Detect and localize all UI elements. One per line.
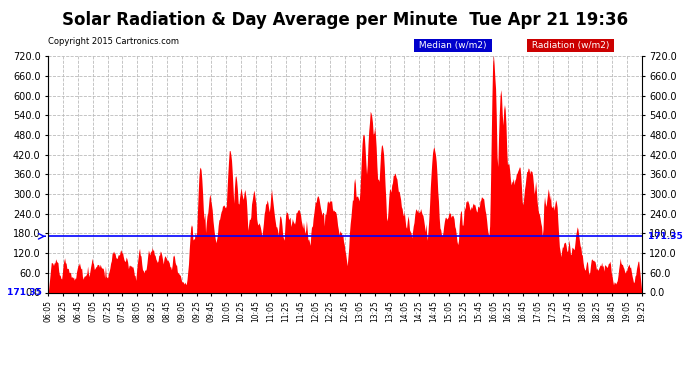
Text: 171.35: 171.35 xyxy=(5,288,42,297)
Text: Solar Radiation & Day Average per Minute  Tue Apr 21 19:36: Solar Radiation & Day Average per Minute… xyxy=(62,11,628,29)
Text: Copyright 2015 Cartronics.com: Copyright 2015 Cartronics.com xyxy=(48,38,179,46)
Text: Median (w/m2): Median (w/m2) xyxy=(416,41,490,50)
Text: 171.35: 171.35 xyxy=(648,232,685,241)
Text: Radiation (w/m2): Radiation (w/m2) xyxy=(529,41,612,50)
